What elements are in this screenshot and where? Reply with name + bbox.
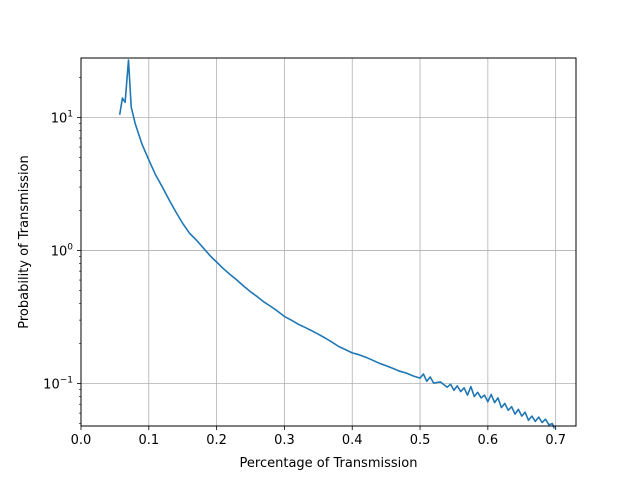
y-axis-label: Probability of Transmission	[17, 155, 32, 329]
x-tick-label: 0.7	[545, 433, 566, 448]
plot-frame	[80, 57, 577, 427]
y-tick-exponent: −1	[60, 376, 73, 386]
series-layer	[118, 59, 556, 429]
y-tick-base: 10	[43, 378, 60, 393]
y-tick-exponent: 0	[67, 243, 73, 253]
series-line	[118, 59, 556, 429]
x-axis-label: Percentage of Transmission	[240, 456, 418, 471]
x-tick-label: 0.0	[71, 433, 92, 448]
grid	[80, 58, 576, 426]
x-tick-label: 0.4	[342, 433, 363, 448]
y-tick-label: 100	[51, 243, 74, 260]
x-tick-label: 0.1	[138, 433, 159, 448]
y-tick-label: 101	[51, 109, 73, 126]
x-tick-label: 0.5	[410, 433, 431, 448]
y-tick-base: 10	[51, 245, 68, 260]
y-tick-label: 10−1	[43, 376, 73, 393]
y-tick-exponent: 1	[67, 109, 73, 119]
x-tick-label: 0.2	[206, 433, 227, 448]
y-tick-base: 10	[51, 111, 68, 126]
x-tick-label: 0.6	[478, 433, 499, 448]
x-tick-label: 0.3	[274, 433, 295, 448]
